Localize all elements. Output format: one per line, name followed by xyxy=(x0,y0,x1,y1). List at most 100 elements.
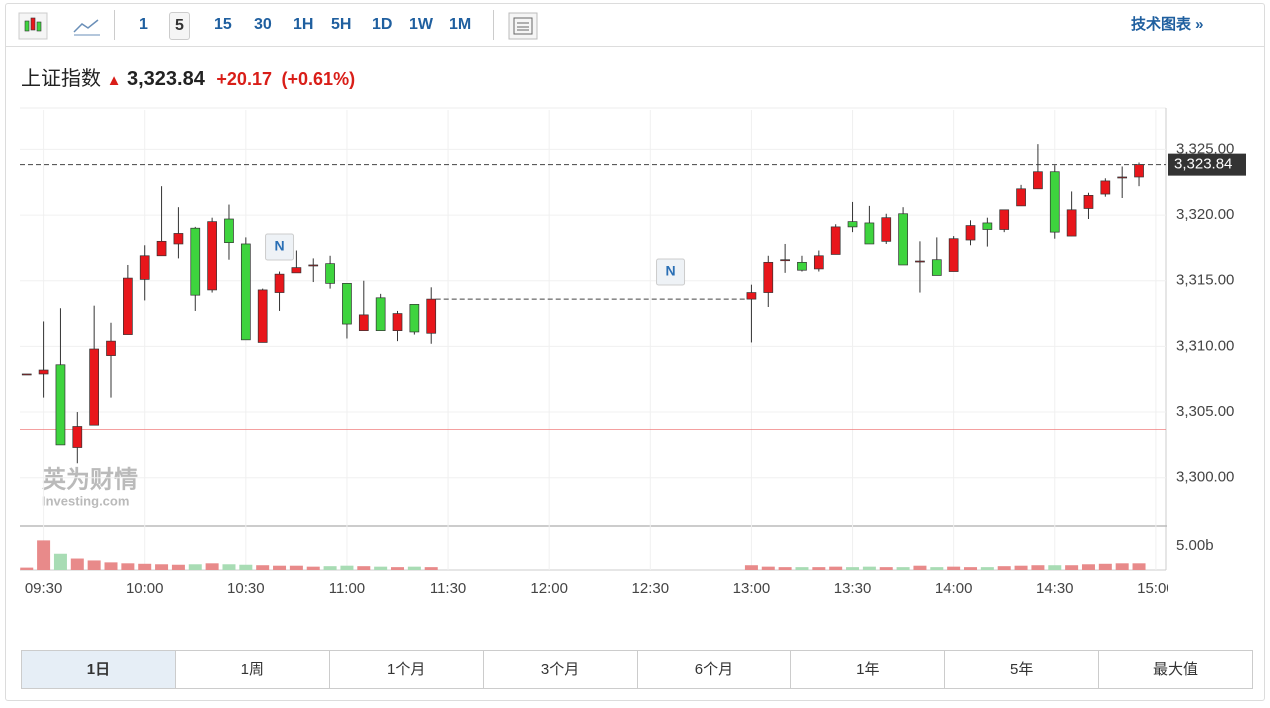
volume-bar xyxy=(407,566,421,570)
last-price-label: 3,323.84 xyxy=(1174,156,1232,173)
event-marker-label: N xyxy=(665,263,675,279)
volume-bar xyxy=(1132,563,1146,570)
event-marker xyxy=(656,258,686,286)
candle-body xyxy=(291,267,302,274)
volume-bar xyxy=(188,564,202,570)
candle-body xyxy=(190,227,201,296)
volume-bar xyxy=(357,566,371,570)
last-price-tag xyxy=(1168,153,1246,176)
event-marker-label: N xyxy=(274,238,284,254)
candle-body xyxy=(797,261,807,271)
volume-bar xyxy=(896,567,910,570)
volume-bar xyxy=(37,540,51,570)
candle-body xyxy=(847,221,858,228)
candle-body xyxy=(898,213,908,266)
index-name: 上证指数 xyxy=(21,68,101,90)
interval-button[interactable]: 5H xyxy=(331,16,352,33)
interval-button[interactable]: 5 xyxy=(169,12,190,40)
interval-button[interactable]: 1H xyxy=(293,16,314,33)
candle-body xyxy=(173,233,184,245)
volume-bar xyxy=(87,560,101,570)
volume-bar xyxy=(239,564,253,570)
x-labels: 09:30 10:00 10:30 11:00 11:30 12:00 12:30 13:00… xyxy=(25,580,1175,597)
candle-body xyxy=(915,260,925,263)
candle-body xyxy=(409,304,420,333)
candle-body xyxy=(999,209,1010,230)
candle-body xyxy=(139,255,150,280)
y-tick-label: 3,315.00 xyxy=(1176,272,1234,289)
candle-body xyxy=(965,225,976,241)
candle-body xyxy=(1016,188,1026,207)
candle-body xyxy=(21,373,32,376)
volume-bar xyxy=(761,566,775,570)
line-icon[interactable] xyxy=(72,14,102,38)
x-tick-label: 12:00 xyxy=(530,580,568,597)
x-tick-label: 11:30 xyxy=(430,580,466,597)
candle-body xyxy=(156,240,167,257)
candle-body xyxy=(1066,209,1077,237)
volume-bar xyxy=(930,567,944,570)
candle-body xyxy=(358,314,369,331)
volume-bar xyxy=(778,567,792,570)
volume-bar xyxy=(1031,565,1045,570)
candle-icon[interactable] xyxy=(18,12,48,40)
volume-bar xyxy=(1048,565,1062,570)
interval-button[interactable]: 1W xyxy=(409,16,433,33)
volume-bar xyxy=(744,565,758,570)
range-tab[interactable]: 1周 xyxy=(176,651,330,688)
candle-body xyxy=(123,277,133,335)
range-tab[interactable]: 1年 xyxy=(791,651,946,688)
range-tab[interactable]: 5年 xyxy=(945,651,1100,688)
x-tick-label: 13:00 xyxy=(733,580,771,597)
candle-body xyxy=(375,297,386,331)
y-tick-label: 3,325.00 xyxy=(1176,140,1234,157)
range-tab[interactable]: 6个月 xyxy=(638,651,792,688)
candle-body xyxy=(864,222,875,245)
candle-body xyxy=(342,283,352,325)
candle-body xyxy=(224,218,234,243)
tech-chart-link[interactable]: 技术图表 » xyxy=(1131,16,1204,33)
volume-bar xyxy=(53,553,67,570)
y-tick-label: 3,300.00 xyxy=(1176,469,1234,486)
volume-bar xyxy=(964,567,978,570)
candle-body xyxy=(780,259,790,262)
volume-bar xyxy=(323,566,337,570)
candle-body xyxy=(207,221,217,291)
toolbar: 1 5 15 30 1H 5H 1D 1W 1M 技术图表 » xyxy=(6,4,1264,47)
candle-body xyxy=(55,364,66,446)
candle-body xyxy=(240,243,251,341)
volume-bar xyxy=(812,567,826,570)
volume-bar xyxy=(138,563,152,570)
watermark-site: Investing.com xyxy=(42,493,129,508)
volume-bar xyxy=(273,565,287,570)
candle-body xyxy=(1049,171,1060,233)
volume-bar xyxy=(256,565,270,570)
range-tab[interactable]: 1日 xyxy=(22,651,176,688)
candle-body xyxy=(982,222,993,230)
volume-bar xyxy=(289,565,303,570)
change: +20.17 xyxy=(216,69,272,89)
volume-bar xyxy=(222,564,236,570)
interval-button[interactable]: 1D xyxy=(372,16,393,33)
range-tab[interactable]: 最大值 xyxy=(1153,661,1199,678)
interval-button[interactable]: 1M xyxy=(449,16,472,33)
volume-bar xyxy=(879,567,893,570)
x-tick-label: 09:30 xyxy=(25,580,63,597)
interval-button[interactable]: 15 xyxy=(214,16,232,33)
volume-bar xyxy=(913,565,927,570)
interval-button[interactable]: 30 xyxy=(254,16,272,33)
range-tab[interactable]: 1个月 xyxy=(330,651,484,688)
x-tick-label: 14:00 xyxy=(935,580,973,597)
interval-button[interactable]: 1 xyxy=(139,16,148,33)
volume-tick-label: 5.00b xyxy=(1176,537,1214,554)
range-tab[interactable]: 3个月 xyxy=(484,651,638,688)
volume-bar xyxy=(1098,563,1112,570)
candle-body xyxy=(931,259,942,276)
candle-body xyxy=(325,263,335,284)
x-tick-label: 15:00 xyxy=(1137,580,1175,597)
news-icon[interactable] xyxy=(508,12,538,40)
volume-bar xyxy=(1014,565,1028,570)
watermark-brand: 英为财情 xyxy=(42,466,138,493)
candle-body xyxy=(257,289,268,343)
